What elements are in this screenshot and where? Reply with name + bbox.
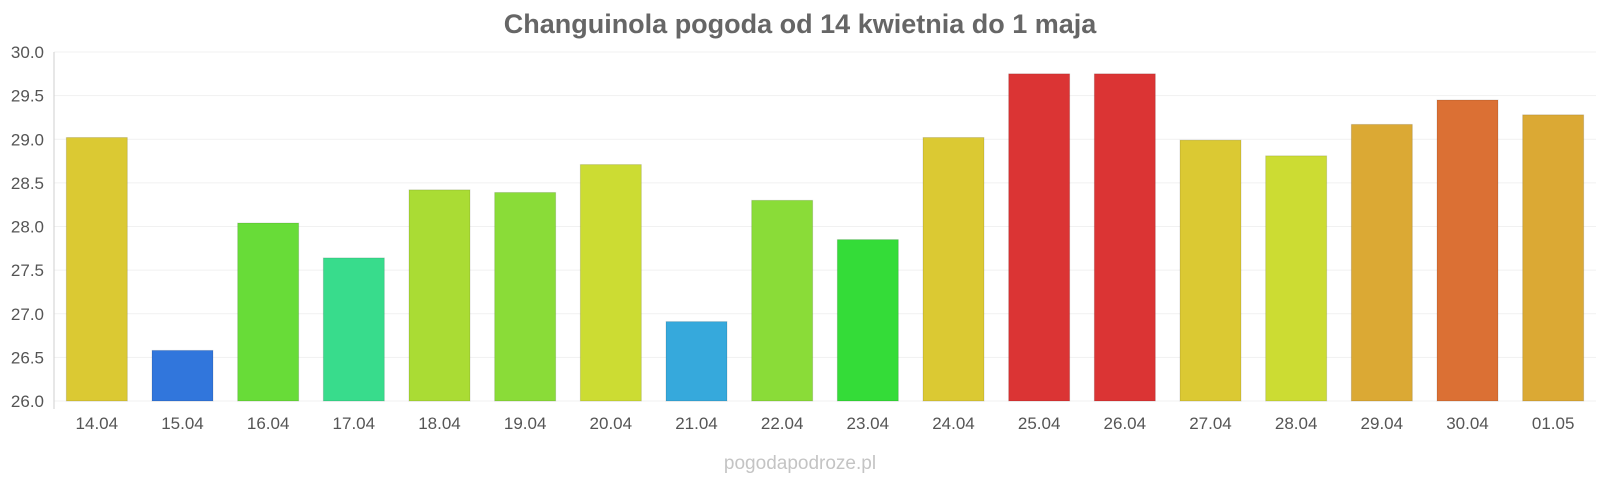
y-axis: 26.0 26.5 27.0 27.5 28.0 28.5 29.0 29.5 30.0 <box>11 43 55 411</box>
bar-23.04 <box>836 239 899 402</box>
x-tick-label: 26.04 <box>1104 414 1147 433</box>
y-tick-label: 27.0 <box>11 305 44 324</box>
bar-19.04 <box>494 191 557 402</box>
bar-27.04 <box>1179 139 1242 402</box>
bar-21.04 <box>665 321 728 402</box>
chart-title: Changuinola pogoda od 14 kwietnia do 1 m… <box>504 9 1098 39</box>
x-tick-label: 14.04 <box>76 414 119 433</box>
y-tick-label: 28.0 <box>11 218 44 237</box>
y-tick-label: 29.5 <box>11 87 44 106</box>
x-tick-label: 24.04 <box>932 414 975 433</box>
x-tick-label: 30.04 <box>1446 414 1489 433</box>
x-tick-label: 29.04 <box>1361 414 1404 433</box>
x-tick-label: 18.04 <box>418 414 461 433</box>
bar-14.04 <box>65 137 128 402</box>
x-tick-label: 27.04 <box>1189 414 1232 433</box>
y-tick-label: 30.0 <box>11 43 44 62</box>
x-tick-label: 22.04 <box>761 414 804 433</box>
y-tick-label: 26.5 <box>11 348 44 367</box>
bars <box>65 73 1585 402</box>
bar-24.04 <box>922 137 985 402</box>
bar-16.04 <box>237 222 300 402</box>
x-tick-label: 01.05 <box>1532 414 1575 433</box>
bar-20.04 <box>579 164 642 402</box>
y-tick-label: 28.5 <box>11 174 44 193</box>
x-tick-label: 15.04 <box>161 414 204 433</box>
x-tick-label: 21.04 <box>675 414 718 433</box>
x-axis: 14.04 15.04 16.04 17.04 18.04 19.04 20.04 21.04… <box>76 414 1575 433</box>
x-tick-label: 17.04 <box>333 414 376 433</box>
bar-18.04 <box>408 189 471 402</box>
bar-29.04 <box>1350 123 1413 402</box>
bar-17.04 <box>322 257 385 402</box>
watermark: pogodapodroze.pl <box>724 453 876 474</box>
x-tick-label: 23.04 <box>847 414 890 433</box>
bar-30.04 <box>1436 99 1499 402</box>
x-tick-label: 19.04 <box>504 414 547 433</box>
grid-lines <box>54 51 1596 402</box>
x-tick-label: 28.04 <box>1275 414 1318 433</box>
bar-01.05 <box>1522 114 1585 402</box>
bar-26.04 <box>1093 73 1156 402</box>
bar-28.04 <box>1265 155 1328 402</box>
bar-15.04 <box>151 349 214 402</box>
x-tick-label: 16.04 <box>247 414 290 433</box>
bar-22.04 <box>751 199 814 402</box>
y-tick-label: 26.0 <box>11 392 44 411</box>
bar-25.04 <box>1008 73 1071 402</box>
x-tick-label: 25.04 <box>1018 414 1061 433</box>
y-tick-label: 27.5 <box>11 261 44 280</box>
x-tick-label: 20.04 <box>590 414 633 433</box>
y-tick-label: 29.0 <box>11 130 44 149</box>
